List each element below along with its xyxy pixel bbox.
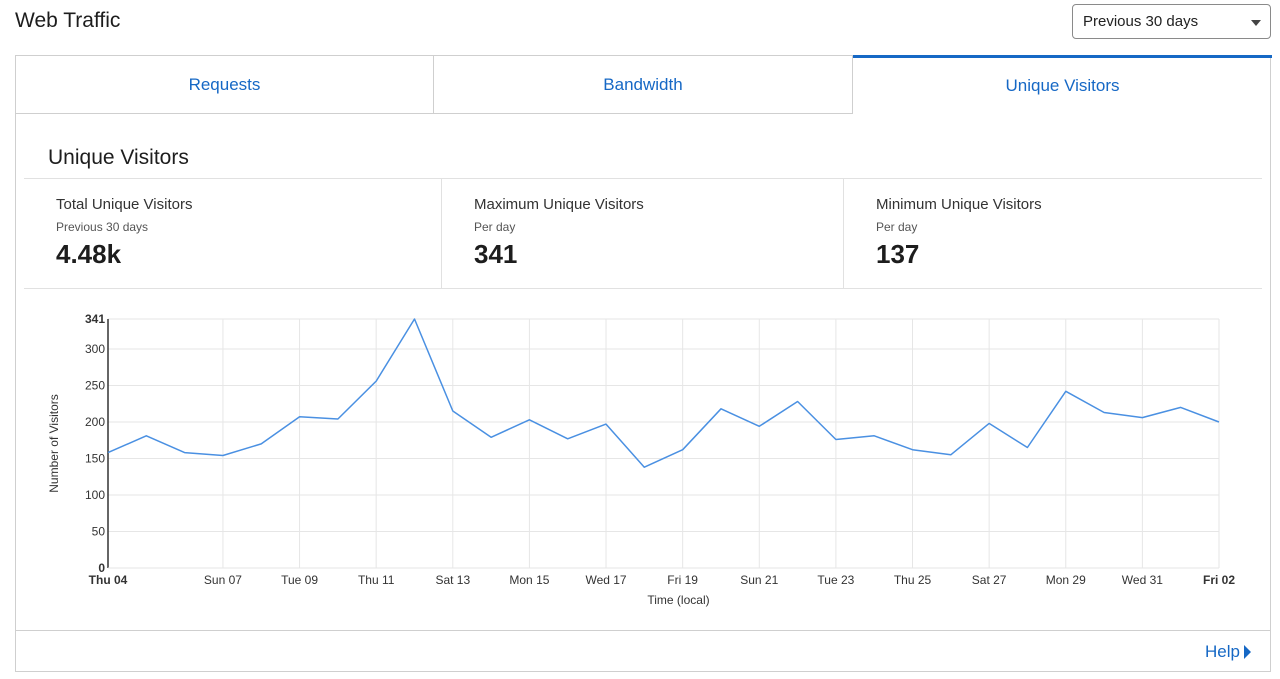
x-tick-label: Sat 13 (435, 573, 470, 587)
traffic-panel: Requests Bandwidth Unique Visitors Uniqu… (15, 55, 1272, 672)
y-axis-label: Number of Visitors (47, 394, 61, 492)
x-axis-label: Time (local) (647, 593, 709, 607)
x-tick-label: Wed 31 (1122, 573, 1163, 587)
y-tick-label: 300 (85, 342, 105, 356)
y-tick-label: 341 (85, 312, 105, 326)
chevron-down-icon (1251, 20, 1261, 26)
x-tick-label: Sun 21 (740, 573, 778, 587)
stat-minimum: Minimum Unique Visitors Per day 137 (844, 179, 1262, 289)
stat-value: 137 (876, 239, 920, 269)
series-line (107, 318, 1220, 468)
tab-requests[interactable]: Requests (16, 56, 434, 114)
y-tick-label: 100 (85, 488, 105, 502)
x-tick-label: Thu 04 (89, 573, 128, 587)
date-range-value: Previous 30 days (1083, 13, 1199, 30)
x-tick-label: Fri 02 (1203, 573, 1235, 587)
section-title: Unique Visitors (48, 146, 189, 169)
x-tick-label: Sat 27 (972, 573, 1007, 587)
stat-label: Maximum Unique Visitors (474, 196, 644, 213)
y-tick-label: 50 (92, 524, 106, 538)
date-range-select[interactable]: Previous 30 days (1072, 4, 1271, 39)
y-tick-label: 0 (98, 561, 105, 575)
tab-unique-visitors[interactable]: Unique Visitors (853, 55, 1272, 114)
x-tick-label: Sun 07 (204, 573, 242, 587)
help-label: Help (1205, 642, 1240, 661)
stat-sub: Per day (474, 220, 516, 234)
x-tick-label: Thu 11 (358, 573, 395, 587)
stat-maximum: Maximum Unique Visitors Per day 341 (442, 179, 844, 289)
panel-footer: Help (16, 630, 1270, 672)
y-tick-label: 150 (85, 451, 105, 465)
x-tick-label: Mon 29 (1046, 573, 1086, 587)
x-tick-label: Tue 09 (281, 573, 318, 587)
page-title: Web Traffic (15, 9, 121, 32)
x-tick-label: Mon 15 (509, 573, 549, 587)
stat-label: Minimum Unique Visitors (876, 196, 1042, 213)
x-tick-label: Thu 25 (894, 573, 932, 587)
tab-bandwidth[interactable]: Bandwidth (434, 56, 853, 114)
stat-sub: Previous 30 days (56, 220, 149, 234)
stat-value: 4.48k (56, 239, 122, 269)
stats-row: Total Unique Visitors Previous 30 days 4… (24, 178, 1262, 289)
visitors-line-chart: 0 50 100 150 200 250 300 341 Thu 04 Sun 07 Tue 09 T… (47, 312, 1235, 607)
help-link[interactable]: Help (1205, 642, 1251, 662)
stat-sub: Per day (876, 220, 918, 234)
stat-total: Total Unique Visitors Previous 30 days 4… (24, 179, 442, 289)
x-tick-label: Fri 19 (667, 573, 698, 587)
x-tick-label: Tue 23 (817, 573, 854, 587)
y-tick-label: 200 (85, 415, 105, 429)
y-tick-label: 250 (85, 378, 105, 392)
x-tick-label: Wed 17 (585, 573, 626, 587)
caret-right-icon (1244, 645, 1251, 659)
stat-value: 341 (474, 239, 518, 269)
stat-label: Total Unique Visitors (56, 196, 193, 213)
